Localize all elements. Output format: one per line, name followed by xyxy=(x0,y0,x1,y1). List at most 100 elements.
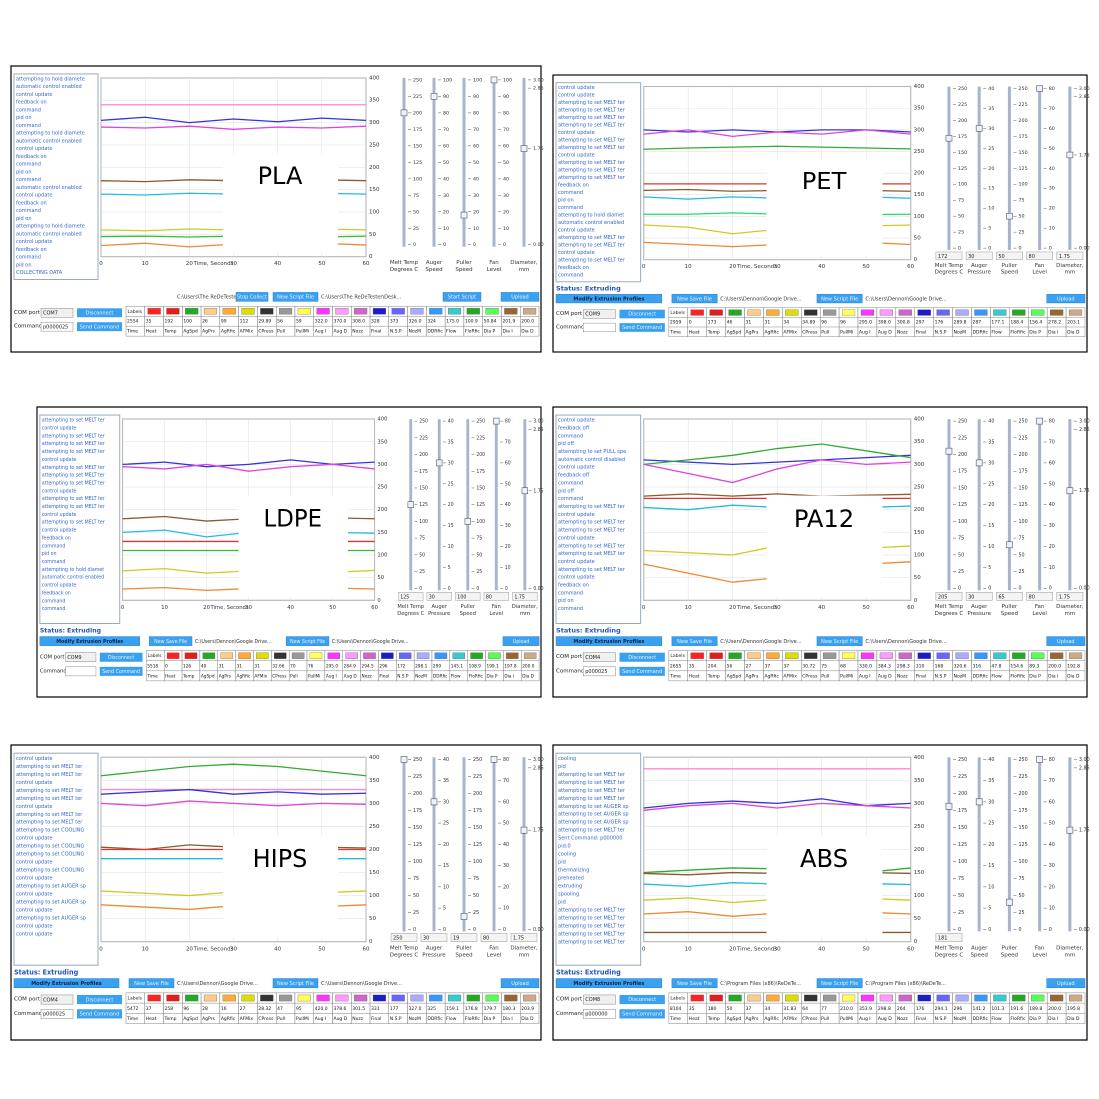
slider-knob[interactable] xyxy=(520,145,528,152)
value-box[interactable] xyxy=(1056,251,1084,260)
value-box[interactable] xyxy=(965,251,993,260)
slider-knob[interactable] xyxy=(460,913,468,920)
value-box[interactable] xyxy=(450,933,478,942)
slider-knob[interactable] xyxy=(490,76,498,84)
command-input[interactable] xyxy=(40,321,74,332)
value-box[interactable] xyxy=(1056,592,1084,601)
slider-knob[interactable] xyxy=(490,755,498,763)
slider-knob[interactable] xyxy=(400,755,408,763)
value-box[interactable] xyxy=(1026,251,1053,260)
button[interactable] xyxy=(1046,636,1086,646)
slider-knob[interactable] xyxy=(400,109,408,117)
slider-knob[interactable] xyxy=(945,135,953,142)
slider-knob[interactable] xyxy=(975,459,983,467)
button[interactable] xyxy=(619,323,665,332)
button[interactable] xyxy=(99,666,143,676)
command-input[interactable] xyxy=(40,1009,74,1019)
command-input[interactable] xyxy=(582,666,616,677)
value-box[interactable] xyxy=(935,251,963,260)
value-box[interactable] xyxy=(455,592,481,601)
button[interactable] xyxy=(285,636,330,646)
value-box[interactable] xyxy=(483,592,509,601)
button[interactable] xyxy=(671,636,718,646)
command-input[interactable] xyxy=(65,666,97,677)
com-select[interactable] xyxy=(65,652,97,663)
color-swatch xyxy=(363,652,376,659)
value-box[interactable] xyxy=(398,592,424,601)
com-select[interactable] xyxy=(582,309,616,319)
button[interactable] xyxy=(500,292,540,302)
slider-knob[interactable] xyxy=(1066,487,1074,495)
command-input[interactable] xyxy=(582,322,616,333)
button[interactable] xyxy=(816,294,863,304)
button[interactable] xyxy=(1046,978,1086,989)
button[interactable] xyxy=(77,308,122,318)
value-box[interactable] xyxy=(935,933,963,942)
com-select[interactable] xyxy=(582,652,616,663)
button[interactable] xyxy=(148,636,193,646)
value-box[interactable] xyxy=(426,592,452,601)
button[interactable] xyxy=(99,652,143,662)
button[interactable] xyxy=(671,978,718,989)
slider-knob[interactable] xyxy=(520,826,528,834)
slider-knob[interactable] xyxy=(464,518,471,525)
button[interactable] xyxy=(671,294,718,304)
slider-knob[interactable] xyxy=(1006,541,1013,549)
button[interactable] xyxy=(619,1009,665,1019)
button[interactable] xyxy=(816,636,863,646)
slider-knob[interactable] xyxy=(1036,417,1043,425)
button[interactable] xyxy=(1046,294,1086,304)
button[interactable] xyxy=(39,636,140,646)
button[interactable] xyxy=(619,309,665,319)
slider-knob[interactable] xyxy=(1036,755,1043,763)
slider-knob[interactable] xyxy=(460,211,468,219)
button[interactable] xyxy=(619,666,665,676)
slider-knob[interactable] xyxy=(430,93,438,100)
value-box[interactable] xyxy=(996,251,1023,260)
slider-knob[interactable] xyxy=(521,487,528,495)
button[interactable] xyxy=(77,322,122,332)
button[interactable] xyxy=(272,978,319,989)
button[interactable] xyxy=(816,978,863,989)
com-select[interactable] xyxy=(40,308,74,318)
slider-knob[interactable] xyxy=(1006,213,1013,220)
button[interactable] xyxy=(77,994,122,1005)
button[interactable] xyxy=(77,1009,122,1019)
value-box[interactable] xyxy=(512,592,538,601)
slider-knob[interactable] xyxy=(407,501,414,508)
slider-knob[interactable] xyxy=(975,798,983,806)
button[interactable] xyxy=(442,292,482,302)
button[interactable] xyxy=(619,994,665,1005)
slider-knob[interactable] xyxy=(1066,151,1074,159)
value-box[interactable] xyxy=(996,592,1023,601)
com-select[interactable] xyxy=(40,994,74,1005)
slider-knob[interactable] xyxy=(430,798,438,806)
slider-knob[interactable] xyxy=(945,447,953,455)
button[interactable] xyxy=(128,978,175,989)
button[interactable] xyxy=(500,978,540,989)
slider-knob[interactable] xyxy=(945,802,953,810)
slider-knob[interactable] xyxy=(493,417,500,425)
value-box[interactable] xyxy=(935,592,963,601)
button[interactable] xyxy=(555,978,663,989)
slider-knob[interactable] xyxy=(436,459,443,467)
slider-knob[interactable] xyxy=(1036,85,1043,92)
value-box[interactable] xyxy=(480,933,508,942)
value-box[interactable] xyxy=(1026,592,1053,601)
value-box[interactable] xyxy=(420,933,448,942)
button[interactable] xyxy=(13,978,120,989)
button[interactable] xyxy=(502,636,540,646)
button[interactable] xyxy=(555,294,663,304)
value-box[interactable] xyxy=(510,933,538,942)
command-input[interactable] xyxy=(582,1009,616,1019)
button[interactable] xyxy=(555,636,663,646)
slider-knob[interactable] xyxy=(1066,826,1074,834)
button[interactable] xyxy=(235,292,269,302)
slider-knob[interactable] xyxy=(975,125,983,132)
button[interactable] xyxy=(272,292,319,302)
value-box[interactable] xyxy=(965,592,993,601)
slider-knob[interactable] xyxy=(1006,898,1013,906)
com-select[interactable] xyxy=(582,994,616,1005)
button[interactable] xyxy=(619,652,665,662)
value-box[interactable] xyxy=(390,933,418,942)
